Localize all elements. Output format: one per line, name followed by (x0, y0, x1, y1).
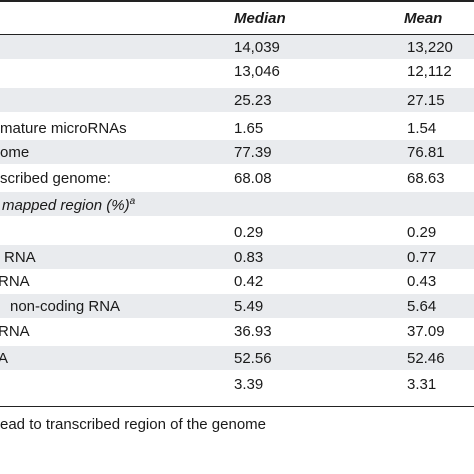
table-header-rule (0, 34, 474, 35)
table-row: RNA 36.93 37.09 (0, 319, 474, 343)
row-median: 77.39 (234, 144, 272, 161)
section-heading: mapped region (%)a (2, 196, 135, 214)
row-median: 0.42 (234, 273, 264, 290)
row-mean: 1.54 (407, 120, 437, 137)
row-median: 0.29 (234, 224, 264, 241)
table-header-row: Median Mean (0, 2, 474, 34)
row-median: 0.83 (234, 249, 264, 266)
row-median: 14,039 (234, 39, 280, 56)
row-label: non-coding RNA (10, 298, 121, 315)
row-mean: 68.63 (407, 170, 445, 187)
row-median: 13,046 (234, 63, 280, 80)
section-heading-text: mapped region (%) (2, 197, 130, 214)
row-mean: 3.31 (407, 376, 437, 393)
row-label: RNA (4, 249, 36, 266)
section-heading-row: mapped region (%)a (0, 192, 474, 216)
table-footnote: ead to transcribed region of the genome (0, 416, 267, 433)
row-median: 5.49 (234, 298, 264, 315)
row-median: 36.93 (234, 323, 272, 340)
row-mean: 5.64 (407, 298, 437, 315)
table-row: ome 77.39 76.81 (0, 140, 474, 164)
row-label: scribed genome: (0, 170, 111, 187)
row-mean: 52.46 (407, 350, 445, 367)
row-mean: 13,220 (407, 39, 453, 56)
table-row: 0.29 0.29 (0, 220, 474, 244)
row-mean: 0.29 (407, 224, 437, 241)
table-row: non-coding RNA 5.49 5.64 (0, 294, 474, 318)
row-median: 3.39 (234, 376, 264, 393)
row-median: 68.08 (234, 170, 272, 187)
row-median: 25.23 (234, 92, 272, 109)
table-row: 13,046 12,112 (0, 59, 474, 83)
row-mean: 37.09 (407, 323, 445, 340)
row-label: RNA (0, 323, 30, 340)
header-mean: Mean (404, 10, 443, 27)
table-top-rule (0, 0, 474, 2)
row-mean: 76.81 (407, 144, 445, 161)
row-label: A (0, 350, 9, 367)
table-row: RNA 0.42 0.43 (0, 269, 474, 293)
row-mean: 0.77 (407, 249, 437, 266)
header-median: Median (234, 10, 286, 27)
row-mean: 12,112 (407, 63, 452, 80)
table-row: RNA 0.83 0.77 (0, 245, 474, 269)
table-row: scribed genome: 68.08 68.63 (0, 166, 474, 190)
row-mean: 27.15 (407, 92, 445, 109)
footnote-marker: a (129, 196, 136, 207)
row-median: 1.65 (234, 120, 264, 137)
row-median: 52.56 (234, 350, 272, 367)
table-row: mature microRNAs 1.65 1.54 (0, 116, 474, 140)
row-label: mature microRNAs (0, 120, 127, 137)
row-label: RNA (0, 273, 30, 290)
row-label: ome (0, 144, 30, 161)
table-row: A 52.56 52.46 (0, 346, 474, 370)
table-row: 14,039 13,220 (0, 35, 474, 59)
table-row: 25.23 27.15 (0, 88, 474, 112)
table-bottom-rule (0, 406, 474, 407)
row-mean: 0.43 (407, 273, 437, 290)
table-row: 3.39 3.31 (0, 372, 474, 396)
